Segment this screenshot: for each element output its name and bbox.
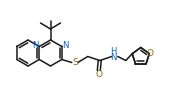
Text: H: H — [110, 47, 116, 56]
Text: N: N — [110, 53, 116, 62]
Text: O: O — [95, 70, 102, 79]
Text: N: N — [33, 41, 39, 50]
Text: O: O — [147, 49, 154, 58]
Text: N: N — [62, 41, 68, 50]
Text: S: S — [72, 58, 78, 67]
